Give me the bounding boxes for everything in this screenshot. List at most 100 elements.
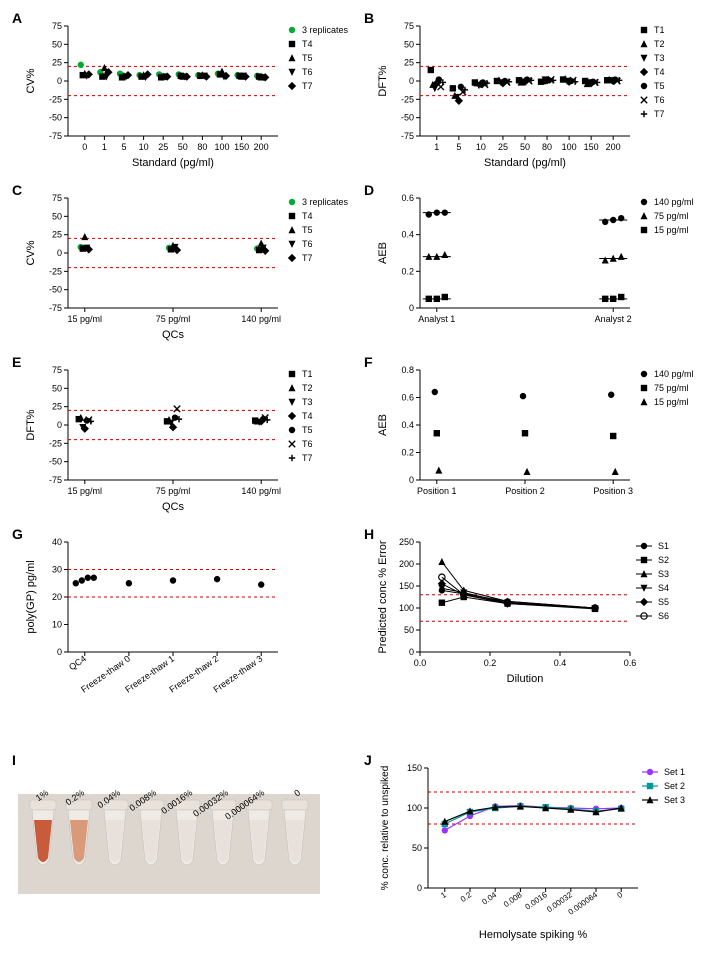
svg-text:150: 150 (584, 142, 599, 152)
svg-text:0: 0 (57, 248, 62, 258)
svg-text:200: 200 (254, 142, 269, 152)
svg-text:75 pg/ml: 75 pg/ml (156, 314, 191, 324)
svg-text:T7: T7 (302, 453, 313, 463)
svg-text:80: 80 (542, 142, 552, 152)
svg-text:40: 40 (52, 537, 62, 547)
svg-text:0.2: 0.2 (401, 448, 414, 458)
svg-text:S2: S2 (658, 555, 669, 565)
svg-text:DFT%: DFT% (25, 409, 37, 440)
svg-text:1: 1 (434, 142, 439, 152)
svg-text:25: 25 (52, 230, 62, 240)
svg-text:S1: S1 (658, 541, 669, 551)
svg-text:0.6: 0.6 (624, 658, 637, 668)
svg-text:250: 250 (399, 537, 414, 547)
svg-text:-75: -75 (401, 131, 414, 141)
svg-text:5: 5 (121, 142, 126, 152)
svg-text:50: 50 (178, 142, 188, 152)
panel-label: I (12, 752, 16, 768)
svg-text:10: 10 (52, 620, 62, 630)
svg-text:150: 150 (407, 763, 422, 773)
svg-text:25: 25 (498, 142, 508, 152)
svg-text:0: 0 (409, 647, 414, 657)
svg-text:T1: T1 (302, 369, 313, 379)
svg-text:140 pg/ml: 140 pg/ml (241, 314, 281, 324)
svg-text:T7: T7 (302, 81, 313, 91)
svg-text:S6: S6 (658, 611, 669, 621)
svg-text:-25: -25 (49, 94, 62, 104)
svg-text:0.008: 0.008 (502, 890, 524, 909)
svg-text:Freeze-thaw 3: Freeze-thaw 3 (211, 653, 264, 694)
svg-text:S4: S4 (658, 583, 669, 593)
svg-text:0.04: 0.04 (480, 890, 498, 907)
svg-text:T6: T6 (302, 67, 313, 77)
svg-text:50: 50 (52, 39, 62, 49)
svg-text:50: 50 (52, 211, 62, 221)
panel-I: 1%0.2%0.04%0.008%0.0016%0.00032%0.000064… (18, 760, 358, 933)
svg-text:5: 5 (456, 142, 461, 152)
svg-text:50: 50 (404, 625, 414, 635)
svg-text:15 pg/ml: 15 pg/ml (654, 397, 689, 407)
svg-text:-75: -75 (49, 475, 62, 485)
svg-text:T5: T5 (302, 53, 313, 63)
svg-text:-50: -50 (49, 457, 62, 467)
svg-text:0.6: 0.6 (401, 193, 414, 203)
panel-label: E (12, 354, 21, 370)
svg-text:-75: -75 (49, 303, 62, 313)
svg-text:0.4: 0.4 (401, 420, 414, 430)
svg-text:-50: -50 (49, 113, 62, 123)
svg-text:Predicted conc % Error: Predicted conc % Error (377, 540, 389, 653)
panel-F: 00.20.40.60.8Position 1Position 2Positio… (370, 362, 703, 535)
svg-text:% conc. relative to unspiked: % conc. relative to unspiked (380, 766, 391, 891)
svg-text:0.2: 0.2 (484, 658, 497, 668)
svg-text:0: 0 (409, 76, 414, 86)
svg-text:75: 75 (404, 21, 414, 31)
svg-text:75 pg/ml: 75 pg/ml (654, 383, 689, 393)
panel-label: H (364, 526, 374, 542)
svg-text:Dilution: Dilution (507, 673, 544, 685)
svg-text:T6: T6 (654, 95, 665, 105)
svg-text:0.8: 0.8 (401, 365, 414, 375)
svg-text:0.2: 0.2 (459, 890, 474, 904)
svg-text:25: 25 (158, 142, 168, 152)
svg-text:75 pg/ml: 75 pg/ml (654, 211, 689, 221)
svg-text:Position 3: Position 3 (593, 486, 633, 496)
svg-text:T3: T3 (654, 53, 665, 63)
svg-text:T5: T5 (302, 225, 313, 235)
svg-text:10: 10 (139, 142, 149, 152)
svg-text:CV%: CV% (25, 240, 37, 265)
svg-text:-25: -25 (49, 438, 62, 448)
svg-text:T2: T2 (302, 383, 313, 393)
svg-text:-50: -50 (49, 285, 62, 295)
svg-text:100: 100 (562, 142, 577, 152)
svg-text:3 replicates: 3 replicates (302, 25, 349, 35)
svg-text:0: 0 (57, 420, 62, 430)
panel-label: C (12, 182, 22, 198)
panel-E: -75-50-25025507515 pg/ml75 pg/ml140 pg/m… (18, 362, 368, 535)
svg-text:150: 150 (399, 581, 414, 591)
svg-text:15 pg/ml: 15 pg/ml (68, 486, 103, 496)
svg-text:0.0: 0.0 (414, 658, 427, 668)
svg-text:AEB: AEB (377, 414, 389, 436)
svg-text:140 pg/ml: 140 pg/ml (654, 197, 694, 207)
svg-text:10: 10 (476, 142, 486, 152)
svg-text:Analyst 2: Analyst 2 (595, 314, 632, 324)
svg-text:-50: -50 (401, 113, 414, 123)
svg-text:T7: T7 (302, 253, 313, 263)
svg-text:0: 0 (616, 890, 625, 900)
svg-text:0: 0 (417, 883, 422, 893)
svg-text:0.2: 0.2 (401, 266, 414, 276)
svg-text:poly(GP) pg/ml: poly(GP) pg/ml (25, 560, 37, 633)
svg-text:75: 75 (52, 365, 62, 375)
svg-text:S5: S5 (658, 597, 669, 607)
svg-text:0: 0 (57, 76, 62, 86)
svg-text:50: 50 (404, 39, 414, 49)
svg-text:S3: S3 (658, 569, 669, 579)
svg-text:Set 2: Set 2 (664, 781, 685, 791)
svg-text:0: 0 (409, 303, 414, 313)
svg-text:140 pg/ml: 140 pg/ml (654, 369, 694, 379)
svg-text:100: 100 (399, 603, 414, 613)
svg-text:T6: T6 (302, 239, 313, 249)
svg-text:Hemolysate spiking %: Hemolysate spiking % (479, 929, 587, 941)
svg-text:75: 75 (52, 193, 62, 203)
svg-text:0: 0 (409, 475, 414, 485)
